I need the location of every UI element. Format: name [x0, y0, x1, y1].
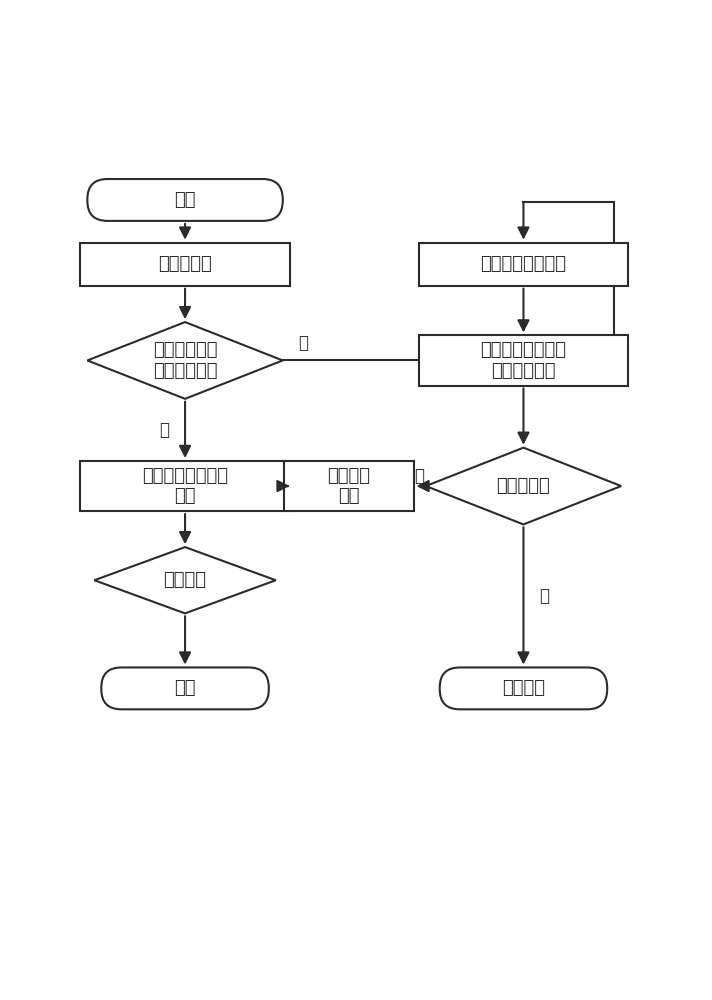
- Text: 正常工作: 正常工作: [164, 571, 206, 589]
- Text: 短路故障: 短路故障: [502, 679, 545, 697]
- FancyBboxPatch shape: [101, 667, 268, 709]
- Text: 开始: 开始: [174, 191, 196, 209]
- Text: 系统初始化: 系统初始化: [158, 255, 212, 273]
- Text: 否: 否: [540, 587, 550, 605]
- Text: 一定时间后检测当
前弱电电压值: 一定时间后检测当 前弱电电压值: [481, 341, 567, 380]
- Polygon shape: [94, 547, 276, 613]
- FancyBboxPatch shape: [440, 667, 607, 709]
- Text: 是: 是: [159, 421, 169, 439]
- Bar: [80, 243, 290, 286]
- Text: 系统正常，启动预
充电: 系统正常，启动预 充电: [142, 467, 228, 505]
- Text: 是: 是: [414, 467, 424, 485]
- Polygon shape: [426, 448, 621, 524]
- FancyBboxPatch shape: [88, 179, 283, 221]
- Text: 检测强电电压
大于某设定值: 检测强电电压 大于某设定值: [153, 341, 217, 380]
- Bar: [285, 461, 414, 511]
- Text: 开启弱电充电电路: 开启弱电充电电路: [481, 255, 567, 273]
- Text: 断开弱电
充电: 断开弱电 充电: [328, 467, 370, 505]
- Bar: [80, 461, 290, 511]
- Polygon shape: [88, 322, 283, 399]
- Bar: [419, 335, 628, 386]
- Text: 否: 否: [298, 334, 308, 352]
- Bar: [419, 243, 628, 286]
- Text: 达到设定值: 达到设定值: [496, 477, 550, 495]
- Text: 结束: 结束: [174, 679, 196, 697]
